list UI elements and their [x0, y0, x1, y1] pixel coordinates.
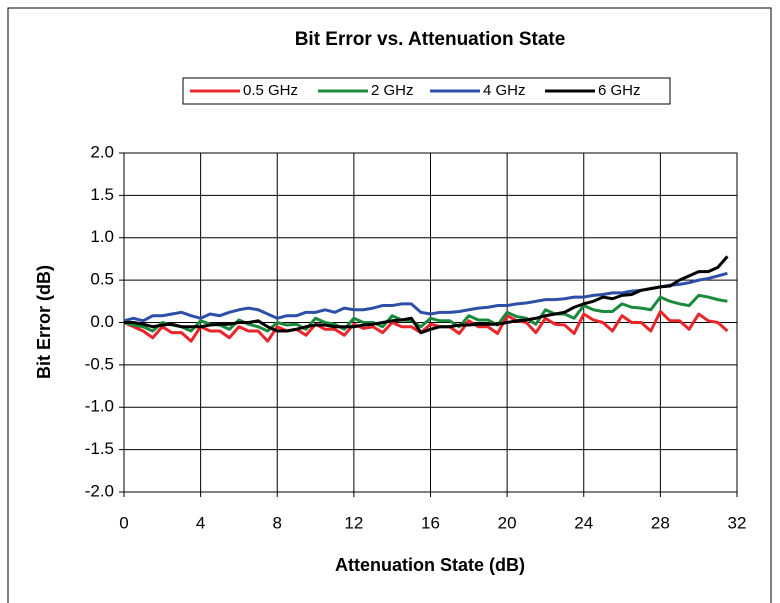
series-line	[123, 293, 728, 333]
chart-title: Bit Error vs. Attenuation State	[295, 29, 566, 50]
x-tick-label: 24	[574, 513, 593, 532]
x-tick-label: 0	[119, 513, 128, 532]
y-axis-label: Bit Error (dB)	[34, 265, 54, 379]
x-axis-label: Attenuation State (dB)	[335, 555, 525, 575]
series-line	[123, 309, 729, 343]
y-tick-label: -2.0	[85, 481, 114, 500]
x-tick-label: 20	[498, 513, 517, 532]
y-tick-label: 1.5	[90, 185, 114, 204]
x-tick-label: 4	[196, 513, 205, 532]
y-tick-label: 0.0	[90, 312, 114, 331]
x-tick-label: 28	[651, 513, 670, 532]
y-tick-label: 0.5	[90, 270, 114, 289]
y-tick-label: -0.5	[85, 354, 114, 373]
legend-label: 6 GHz	[598, 82, 641, 99]
legend-label: 0.5 GHz	[243, 82, 298, 99]
series-line	[124, 255, 729, 335]
legend-label: 4 GHz	[483, 82, 526, 99]
y-tick-label: -1.0	[85, 397, 114, 416]
x-tick-label: 16	[421, 513, 440, 532]
x-tick-label: 32	[728, 513, 747, 532]
y-tick-label: 1.0	[90, 227, 114, 246]
x-tick-label: 8	[273, 513, 282, 532]
x-tick-label: 12	[344, 513, 363, 532]
y-tick-label: 2.0	[90, 142, 114, 161]
legend-label: 2 GHz	[371, 82, 414, 99]
y-tick-label: -1.5	[85, 439, 114, 458]
series-line	[123, 271, 728, 323]
